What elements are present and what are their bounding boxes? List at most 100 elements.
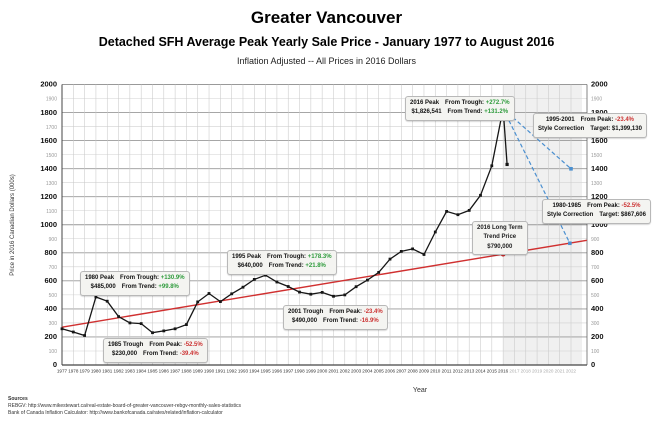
svg-text:1995: 1995 xyxy=(260,369,271,374)
svg-text:1000: 1000 xyxy=(40,220,57,229)
svg-text:2000: 2000 xyxy=(591,80,608,89)
svg-text:2009: 2009 xyxy=(419,369,430,374)
svg-text:200: 200 xyxy=(44,332,57,341)
svg-text:2010: 2010 xyxy=(430,369,441,374)
svg-text:1000: 1000 xyxy=(591,220,608,229)
callout-peak-1995: 1995 Peak From Trough: +178.3% $640,000 Fro… xyxy=(227,250,337,275)
svg-text:1989: 1989 xyxy=(193,369,204,374)
svg-text:1500: 1500 xyxy=(46,153,57,159)
svg-text:1800: 1800 xyxy=(591,108,608,117)
callout-trough-1985: 1985 Trough From Peak: -52.5% $230,000 From… xyxy=(103,338,208,363)
svg-text:100: 100 xyxy=(591,349,600,355)
svg-text:1300: 1300 xyxy=(46,181,57,187)
svg-text:1985: 1985 xyxy=(147,369,158,374)
svg-text:1981: 1981 xyxy=(102,369,113,374)
chart-header: Greater Vancouver Detached SFH Average P… xyxy=(0,8,653,66)
svg-text:2014: 2014 xyxy=(475,369,486,374)
svg-text:1900: 1900 xyxy=(46,97,57,103)
svg-text:1986: 1986 xyxy=(159,369,170,374)
svg-text:2005: 2005 xyxy=(374,369,385,374)
source-line-rebgv: REBGV: http://www.mikestewart.ca/real-es… xyxy=(8,402,241,409)
svg-text:2013: 2013 xyxy=(464,369,475,374)
svg-text:1300: 1300 xyxy=(591,181,602,187)
svg-text:1991: 1991 xyxy=(215,369,226,374)
svg-text:300: 300 xyxy=(49,321,58,327)
callout-corr-1995: 1995-2001 From Peak: -23.4% Style Correcti… xyxy=(533,113,647,138)
svg-text:2015: 2015 xyxy=(487,369,498,374)
svg-text:200: 200 xyxy=(591,332,604,341)
svg-text:400: 400 xyxy=(591,304,604,313)
svg-text:1997: 1997 xyxy=(283,369,294,374)
svg-text:800: 800 xyxy=(44,248,57,257)
svg-text:1992: 1992 xyxy=(227,369,238,374)
svg-text:1998: 1998 xyxy=(294,369,305,374)
chart-title: Greater Vancouver xyxy=(250,8,403,27)
svg-text:1600: 1600 xyxy=(40,136,57,145)
callout-peak-1980: 1980 Peak From Trough: +130.9% $485,000 Fro… xyxy=(80,271,190,296)
svg-text:1100: 1100 xyxy=(46,209,57,215)
svg-text:2002: 2002 xyxy=(340,369,351,374)
svg-text:2006: 2006 xyxy=(385,369,396,374)
svg-text:2008: 2008 xyxy=(408,369,419,374)
svg-text:2019: 2019 xyxy=(532,369,543,374)
svg-text:0: 0 xyxy=(53,360,57,369)
svg-text:2003: 2003 xyxy=(351,369,362,374)
callout-peak-2016: 2016 Peak From Trough: +272.7% $1,826,541 F… xyxy=(405,96,515,121)
svg-text:600: 600 xyxy=(44,276,57,285)
svg-text:2004: 2004 xyxy=(362,369,373,374)
svg-text:2001: 2001 xyxy=(328,369,339,374)
svg-text:2017: 2017 xyxy=(509,369,520,374)
svg-text:500: 500 xyxy=(591,293,600,299)
svg-text:2018: 2018 xyxy=(521,369,532,374)
svg-text:1999: 1999 xyxy=(306,369,317,374)
svg-text:1200: 1200 xyxy=(40,192,57,201)
source-line-boc: Bank of Canada Inflation Calculator: htt… xyxy=(8,409,223,416)
sources-label: Sources xyxy=(8,396,28,402)
svg-text:1978: 1978 xyxy=(68,369,79,374)
svg-text:2022: 2022 xyxy=(566,369,577,374)
price-series-line xyxy=(61,108,504,337)
svg-text:1400: 1400 xyxy=(40,164,57,173)
chart-note: Inflation Adjusted -- All Prices in 2016… xyxy=(236,56,417,66)
svg-text:100: 100 xyxy=(49,349,58,355)
svg-text:2021: 2021 xyxy=(555,369,566,374)
svg-text:1977: 1977 xyxy=(57,369,68,374)
svg-text:1988: 1988 xyxy=(181,369,192,374)
callout-trend-2016: 2016 Long Term Trend Price $790,000 xyxy=(472,221,528,255)
svg-text:1800: 1800 xyxy=(40,108,57,117)
chart-subtitle: Detached SFH Average Peak Yearly Sale Pr… xyxy=(98,35,555,49)
svg-text:2020: 2020 xyxy=(543,369,554,374)
svg-text:900: 900 xyxy=(591,237,600,243)
sources-footer: Sources REBGV: http://www.mikestewart.ca… xyxy=(8,396,241,416)
svg-text:1980: 1980 xyxy=(91,369,102,374)
svg-text:2016: 2016 xyxy=(498,369,509,374)
svg-text:700: 700 xyxy=(591,265,600,271)
svg-text:800: 800 xyxy=(591,248,604,257)
y-axis-title: Price in 2016 Canadian Dollars (000s) xyxy=(10,174,16,275)
svg-text:900: 900 xyxy=(49,237,58,243)
svg-text:1983: 1983 xyxy=(125,369,136,374)
svg-text:2012: 2012 xyxy=(453,369,464,374)
svg-text:1994: 1994 xyxy=(249,369,260,374)
x-axis-title: Year xyxy=(413,387,428,394)
svg-text:1979: 1979 xyxy=(80,369,91,374)
callout-trough-2001: 2001 Trough From Peak: -23.4% $490,000 From… xyxy=(283,305,388,330)
svg-text:1400: 1400 xyxy=(591,164,608,173)
svg-text:600: 600 xyxy=(591,276,604,285)
svg-text:1700: 1700 xyxy=(46,125,57,131)
svg-text:1996: 1996 xyxy=(272,369,283,374)
svg-text:2011: 2011 xyxy=(442,369,452,374)
svg-text:300: 300 xyxy=(591,321,600,327)
svg-text:500: 500 xyxy=(49,293,58,299)
svg-text:2000: 2000 xyxy=(317,369,328,374)
callout-corr-1980: 1980-1985 From Peak: -52.5% Style Correcti… xyxy=(542,199,651,224)
svg-text:2007: 2007 xyxy=(396,369,407,374)
svg-text:1200: 1200 xyxy=(591,192,608,201)
svg-text:1984: 1984 xyxy=(136,369,147,374)
svg-text:0: 0 xyxy=(591,360,595,369)
svg-text:700: 700 xyxy=(49,265,58,271)
svg-text:1990: 1990 xyxy=(204,369,215,374)
svg-text:1900: 1900 xyxy=(591,97,602,103)
svg-text:1600: 1600 xyxy=(591,136,608,145)
